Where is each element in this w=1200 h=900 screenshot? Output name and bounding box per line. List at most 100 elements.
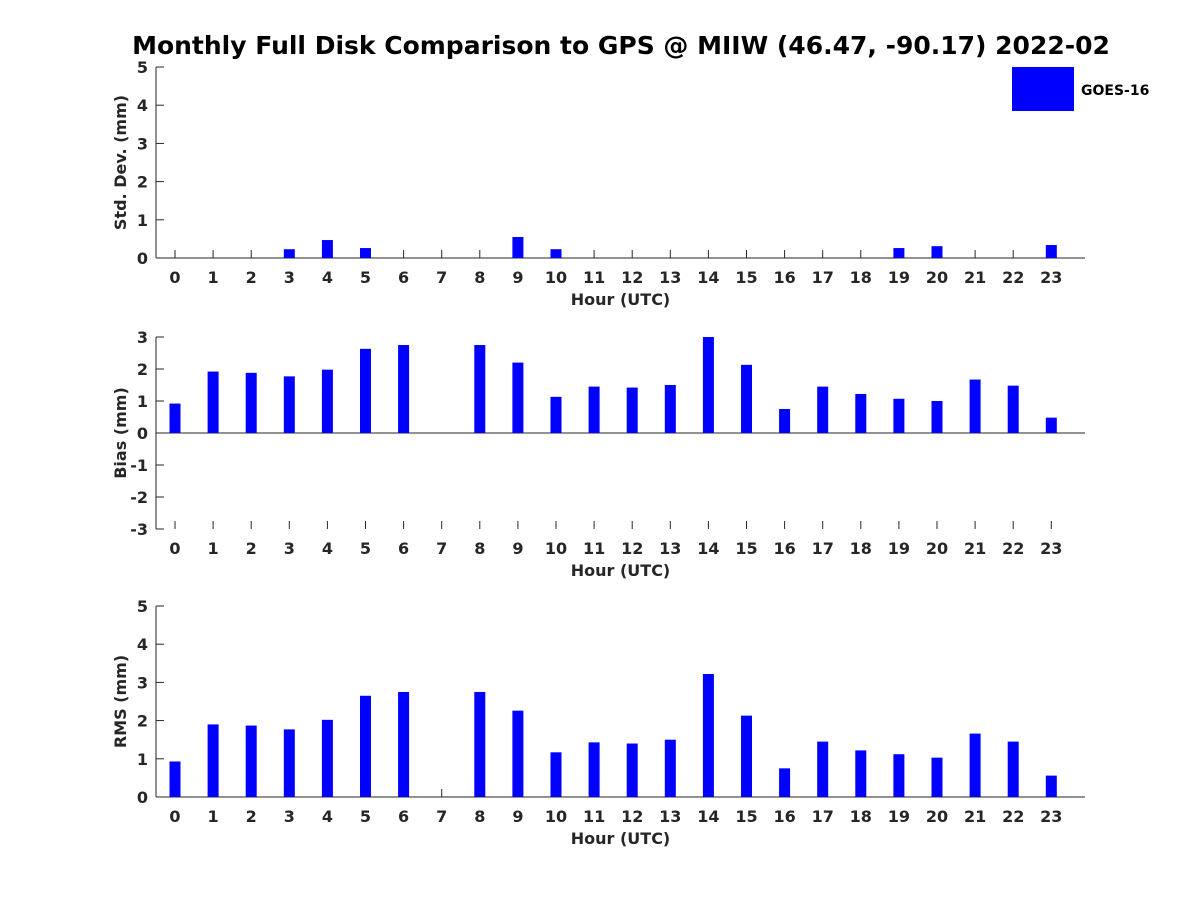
x-tick-label: 8 (474, 539, 485, 558)
bar-hour-19 (893, 248, 905, 258)
bar-hour-3 (283, 376, 295, 433)
bar-hour-0 (169, 403, 181, 433)
x-tick-label: 8 (474, 268, 485, 287)
x-tick-label: 15 (735, 807, 757, 826)
x-tick-label: 13 (659, 807, 681, 826)
x-tick-label: 4 (322, 807, 333, 826)
bar-hour-3 (283, 729, 295, 797)
x-tick-label: 16 (773, 268, 795, 287)
chart-title: Monthly Full Disk Comparison to GPS @ MI… (132, 31, 1110, 60)
y-axis-label: Bias (mm) (111, 387, 130, 479)
x-tick-label: 1 (208, 539, 219, 558)
y-tick-label: 5 (137, 58, 148, 77)
x-tick-label: 21 (964, 807, 986, 826)
bar-hour-23 (1045, 775, 1057, 797)
y-tick-label: -3 (130, 520, 148, 539)
y-tick-label: 4 (137, 96, 148, 115)
x-tick-label: 17 (812, 539, 834, 558)
bar-hour-15 (741, 715, 752, 797)
x-tick-label: 18 (850, 268, 872, 287)
y-tick-label: 0 (137, 788, 148, 807)
y-tick-label: 4 (137, 635, 148, 654)
bar-hour-20 (931, 246, 943, 258)
bar-hour-19 (893, 398, 905, 433)
x-tick-label: 7 (436, 268, 447, 287)
bar-hour-22 (1007, 385, 1019, 433)
bar-hour-5 (360, 348, 371, 433)
x-tick-label: 20 (926, 539, 948, 558)
bar-hour-15 (741, 364, 752, 433)
bar-hour-14 (702, 337, 714, 433)
legend-label: GOES-16 (1081, 83, 1149, 99)
x-tick-label: 14 (697, 268, 719, 287)
bar-hour-4 (321, 240, 333, 258)
x-tick-label: 10 (545, 539, 567, 558)
x-tick-label: 6 (398, 268, 409, 287)
bar-hour-9 (512, 710, 524, 797)
x-tick-label: 6 (398, 807, 409, 826)
x-tick-label: 12 (621, 807, 643, 826)
bar-hour-17 (817, 741, 829, 797)
bar-hour-19 (893, 754, 905, 797)
y-tick-label: 3 (137, 673, 148, 692)
x-tick-label: 16 (773, 807, 795, 826)
bar-hour-23 (1045, 417, 1057, 433)
x-tick-label: 7 (436, 807, 447, 826)
bar-hour-13 (664, 739, 676, 797)
x-tick-label: 9 (512, 268, 523, 287)
x-tick-label: 13 (659, 268, 681, 287)
bar-hour-1 (207, 371, 219, 433)
bar-hour-12 (626, 387, 638, 433)
x-tick-label: 8 (474, 807, 485, 826)
x-tick-label: 3 (284, 807, 295, 826)
y-tick-label: 0 (137, 249, 148, 268)
x-tick-label: 0 (169, 807, 180, 826)
x-tick-label: 23 (1040, 807, 1062, 826)
x-tick-label: 23 (1040, 268, 1062, 287)
y-tick-label: 1 (137, 392, 148, 411)
legend: GOES-16 (1012, 67, 1149, 111)
x-tick-label: 4 (322, 268, 333, 287)
bar-hour-6 (398, 691, 410, 797)
x-tick-label: 0 (169, 268, 180, 287)
y-tick-label: 2 (137, 360, 148, 379)
bar-hour-17 (817, 386, 829, 433)
x-tick-label: 9 (512, 539, 523, 558)
bar-hour-23 (1045, 245, 1057, 258)
bar-hour-9 (512, 362, 524, 433)
x-tick-label: 23 (1040, 539, 1062, 558)
bar-hour-0 (169, 761, 181, 797)
bar-hour-16 (779, 768, 791, 797)
bar-hour-12 (626, 743, 638, 797)
x-tick-label: 6 (398, 539, 409, 558)
bar-hour-21 (969, 733, 981, 797)
x-tick-label: 1 (208, 807, 219, 826)
bar-hour-6 (398, 345, 410, 433)
x-tick-label: 14 (697, 539, 719, 558)
x-tick-label: 19 (888, 268, 910, 287)
bar-hour-9 (512, 236, 524, 258)
x-tick-label: 7 (436, 539, 447, 558)
x-tick-label: 20 (926, 268, 948, 287)
x-tick-label: 2 (246, 268, 257, 287)
bar-hour-18 (855, 393, 867, 433)
x-tick-label: 2 (246, 807, 257, 826)
x-tick-label: 10 (545, 268, 567, 287)
x-tick-label: 3 (284, 268, 295, 287)
bar-hour-10 (550, 249, 562, 258)
x-tick-label: 11 (583, 268, 605, 287)
y-axis-label: RMS (mm) (111, 655, 130, 748)
x-tick-label: 16 (773, 539, 795, 558)
bar-hour-20 (931, 401, 943, 433)
bar-hour-14 (702, 673, 714, 797)
x-tick-label: 22 (1002, 807, 1024, 826)
bar-hour-3 (283, 249, 295, 258)
x-tick-label: 15 (735, 539, 757, 558)
x-tick-label: 13 (659, 539, 681, 558)
x-tick-label: 20 (926, 807, 948, 826)
x-tick-label: 2 (246, 539, 257, 558)
x-tick-label: 12 (621, 268, 643, 287)
legend-swatch (1012, 67, 1074, 111)
